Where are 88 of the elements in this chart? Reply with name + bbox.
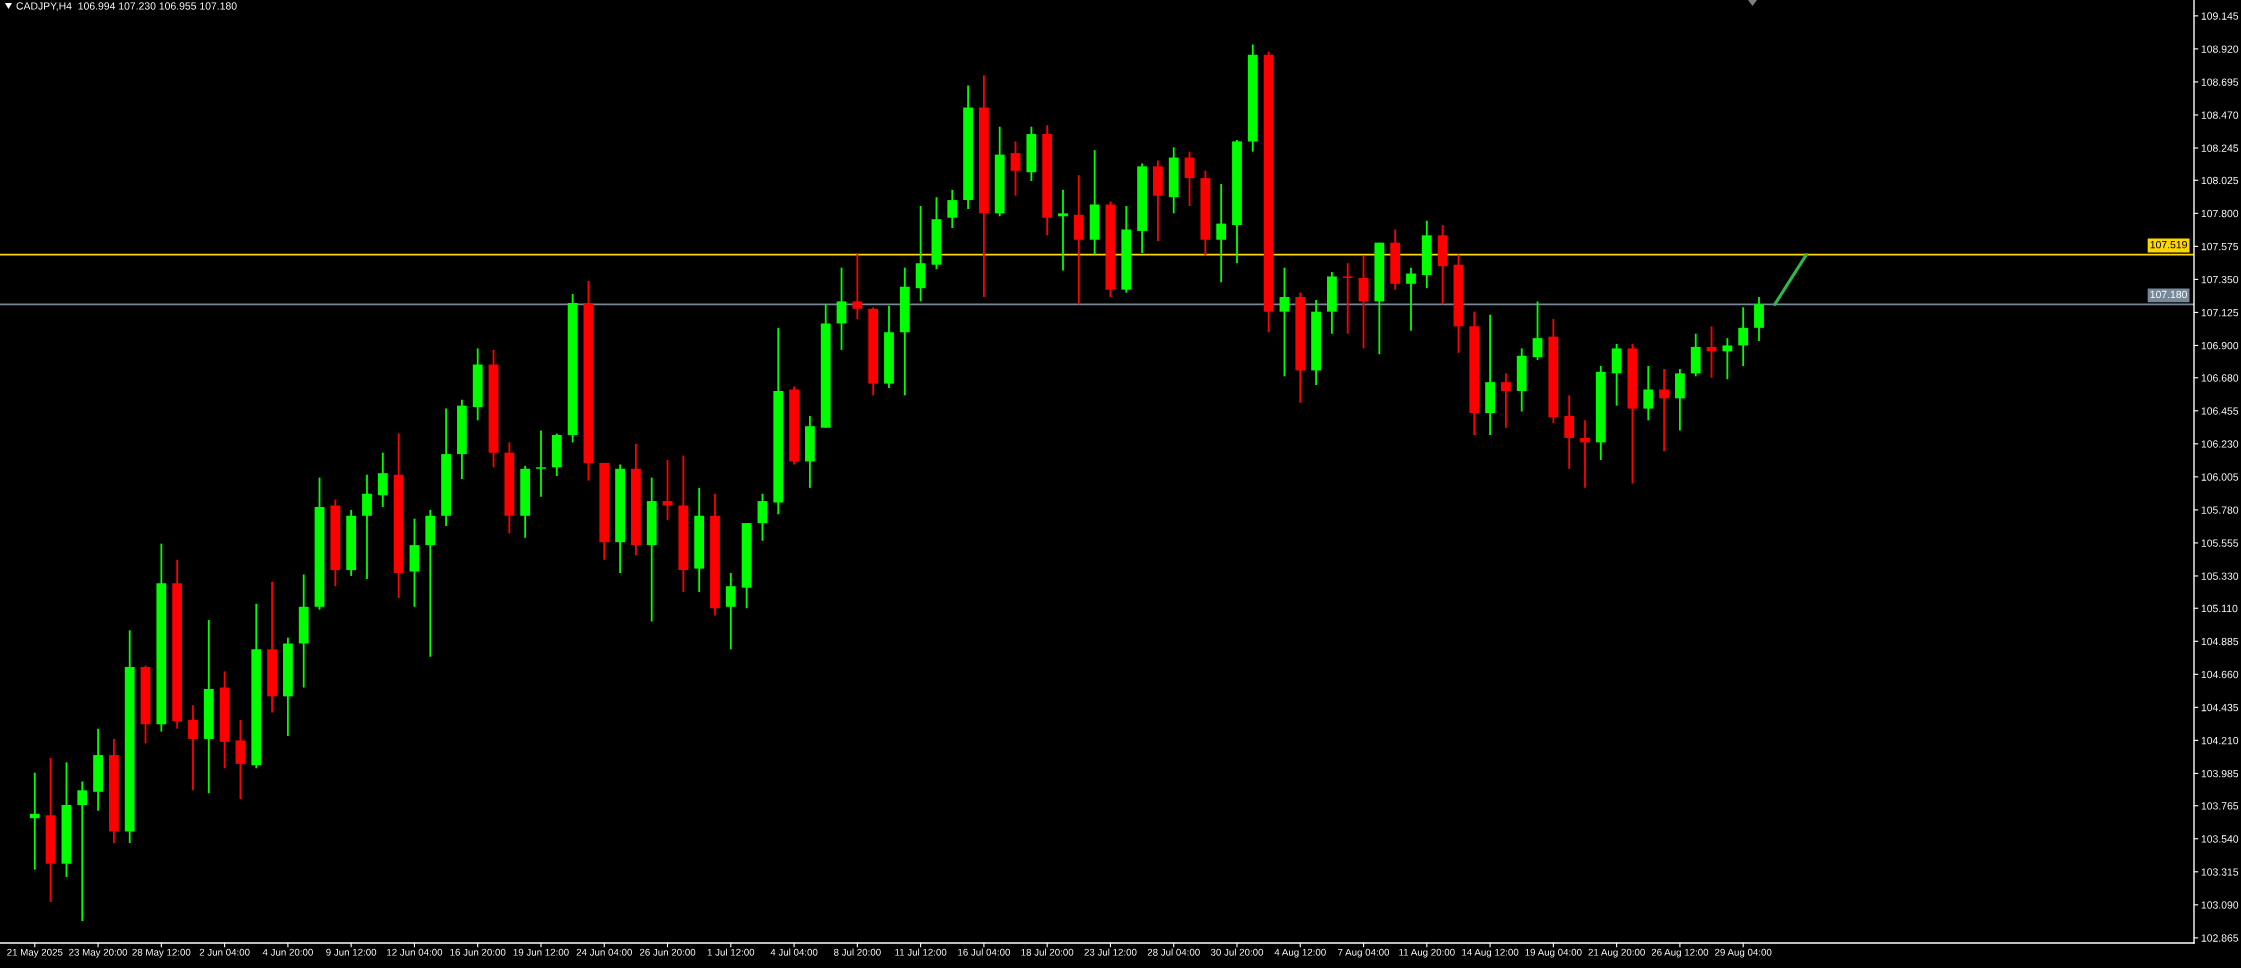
x-tick-label: 4 Aug 12:00	[1274, 948, 1326, 958]
x-tick-label: 19 Jun 12:00	[513, 948, 569, 956]
y-tick-label: 103.090	[2201, 901, 2239, 909]
y-tick-label: 106.230	[2201, 440, 2239, 448]
candlestick	[1532, 300, 1543, 362]
chart-title: CADJPY,H4 106.994 107.230 106.955 107.180	[16, 2, 237, 11]
candlestick	[1358, 254, 1369, 350]
y-tick-label: 106.680	[2201, 374, 2239, 382]
candlestick	[1722, 337, 1733, 381]
ref-line-label: 107.180	[2150, 290, 2188, 299]
y-tick-label: 104.885	[2201, 637, 2239, 646]
candlestick	[1564, 394, 1575, 470]
y-tick-label: 109.145	[2201, 12, 2239, 20]
candlestick	[1058, 188, 1068, 272]
candlestick	[725, 572, 736, 651]
x-tick-label: 11 Jul 12:00	[895, 948, 947, 956]
y-tick-label: 104.210	[2201, 736, 2239, 745]
x-tick-label: 30 Jul 20:00	[1210, 948, 1264, 956]
candlestick	[947, 188, 958, 229]
candlestick	[235, 718, 246, 801]
y-tick-label: 106.900	[2201, 341, 2239, 350]
y-tick-label: 108.025	[2201, 176, 2239, 185]
candlestick	[1279, 266, 1290, 378]
x-tick-label: 11 Aug 20:00	[1399, 948, 1455, 958]
y-tick-label: 105.110	[2201, 604, 2238, 613]
candlestick	[757, 492, 768, 542]
x-tick-label: 1 Jul 12:00	[707, 948, 755, 956]
y-tick-label: 103.315	[2201, 868, 2239, 876]
x-tick-label: 7 Aug 04:00	[1338, 948, 1390, 958]
x-tick-label: 28 Jul 04:00	[1147, 948, 1200, 956]
x-tick-label: 16 Jul 04:00	[958, 948, 1011, 956]
x-tick-label: 28 May 12:00	[132, 948, 191, 958]
x-tick-label: 26 Aug 12:00	[1651, 948, 1709, 958]
candlestick	[1580, 419, 1590, 489]
candlestick	[1010, 140, 1021, 197]
candlestick	[1406, 266, 1416, 332]
y-tick-label: 106.455	[2201, 407, 2239, 415]
candlestick	[1754, 296, 1764, 342]
y-tick-label: 108.695	[2201, 78, 2239, 86]
y-tick-label: 105.330	[2201, 572, 2239, 580]
x-tick-label: 21 Aug 20:00	[1588, 948, 1645, 958]
candlestick	[377, 451, 388, 508]
candlestick	[188, 704, 198, 792]
candlestick	[362, 473, 372, 580]
y-tick-label: 108.920	[2201, 45, 2239, 53]
x-tick-label: 2 Jun 04:00	[199, 948, 250, 956]
candlestick	[77, 780, 88, 922]
x-tick-label: 4 Jun 20:00	[262, 948, 313, 956]
x-tick-label: 8 Jul 20:00	[833, 948, 881, 956]
y-tick-label: 102.865	[2201, 934, 2239, 942]
x-tick-label: 29 Aug 04:00	[1715, 948, 1772, 958]
x-tick-label: 23 Jul 12:00	[1084, 948, 1137, 956]
y-tick-label: 106.005	[2201, 473, 2239, 481]
y-tick-label: 108.470	[2201, 111, 2239, 119]
x-tick-label: 24 Jun 04:00	[576, 948, 632, 956]
y-tick-label: 103.765	[2201, 802, 2239, 810]
candlestick	[852, 252, 863, 320]
y-tick-label: 104.435	[2201, 703, 2239, 712]
x-tick-label: 26 Jun 20:00	[639, 948, 696, 956]
y-tick-label: 107.800	[2201, 209, 2239, 218]
x-tick-label: 16 Jun 20:00	[450, 948, 506, 956]
ref-line-label: 107.519	[2150, 240, 2187, 249]
y-tick-label: 103.540	[2201, 835, 2239, 843]
candlestick	[1659, 368, 1669, 453]
x-tick-label: 21 May 2025	[7, 948, 63, 958]
y-tick-label: 107.125	[2201, 308, 2239, 317]
y-tick-label: 105.780	[2201, 506, 2239, 514]
candlestick	[1738, 306, 1749, 367]
y-tick-label: 108.245	[2201, 144, 2239, 152]
x-tick-label: 18 Jul 20:00	[1021, 948, 1074, 956]
candlestick	[1501, 372, 1511, 429]
candlestick	[836, 266, 847, 351]
candlestick	[536, 429, 546, 498]
x-tick-label: 4 Jul 04:00	[770, 948, 818, 956]
x-tick-label: 23 May 20:00	[69, 948, 128, 958]
candlestick	[1643, 365, 1654, 422]
y-tick-label: 103.985	[2201, 769, 2239, 778]
y-tick-label: 107.350	[2201, 275, 2239, 284]
x-tick-label: 19 Aug 04:00	[1525, 948, 1582, 958]
y-tick-label: 104.660	[2201, 670, 2239, 679]
y-tick-label: 107.575	[2201, 242, 2239, 251]
x-tick-label: 14 Aug 12:00	[1462, 948, 1519, 958]
x-tick-label: 9 Jun 12:00	[326, 948, 377, 956]
candlestick	[1216, 183, 1227, 284]
y-tick-label: 105.555	[2201, 539, 2239, 547]
candlestick	[29, 771, 40, 871]
x-tick-label: 12 Jun 04:00	[387, 948, 443, 956]
candlestick	[1342, 262, 1353, 335]
